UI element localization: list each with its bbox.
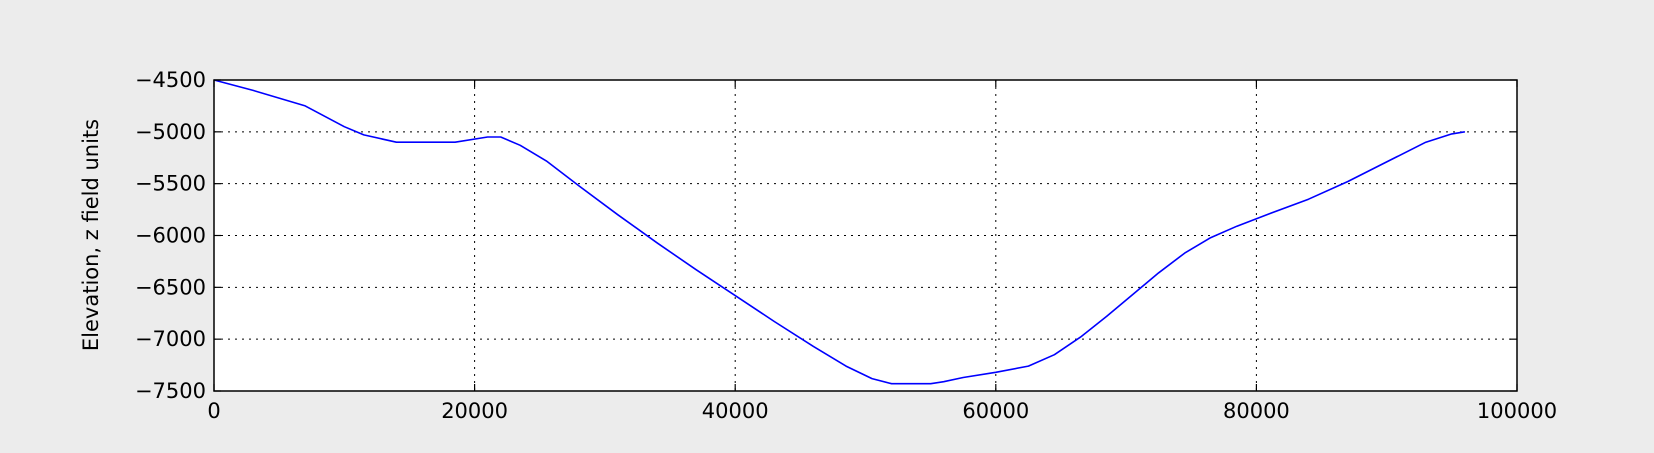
x-tick-label: 0 <box>207 399 220 423</box>
y-axis-label: Elevation, z field units <box>79 119 103 351</box>
y-tick-label: −6000 <box>135 224 206 248</box>
y-tick-label: −7000 <box>135 327 206 351</box>
y-tick-label: −5500 <box>135 172 206 196</box>
plot-frame <box>213 79 1518 392</box>
grid-layer <box>214 80 1517 391</box>
x-tick-label: 20000 <box>441 399 508 423</box>
elevation-profile-line <box>213 79 1466 385</box>
series-layer <box>213 79 1466 385</box>
x-tick-label: 60000 <box>962 399 1029 423</box>
x-tick-label: 100000 <box>1477 399 1557 423</box>
y-tick-label: −7500 <box>135 379 206 403</box>
x-tick-label: 80000 <box>1223 399 1290 423</box>
y-tick-label: −5000 <box>135 120 206 144</box>
x-tick-label: 40000 <box>702 399 769 423</box>
y-tick-label: −6500 <box>135 275 206 299</box>
y-tick-label: −4500 <box>135 68 206 92</box>
tick-label-layer: 0 20000 40000 60000 80000 100000 −4500 −5000 −55… <box>135 68 1557 423</box>
